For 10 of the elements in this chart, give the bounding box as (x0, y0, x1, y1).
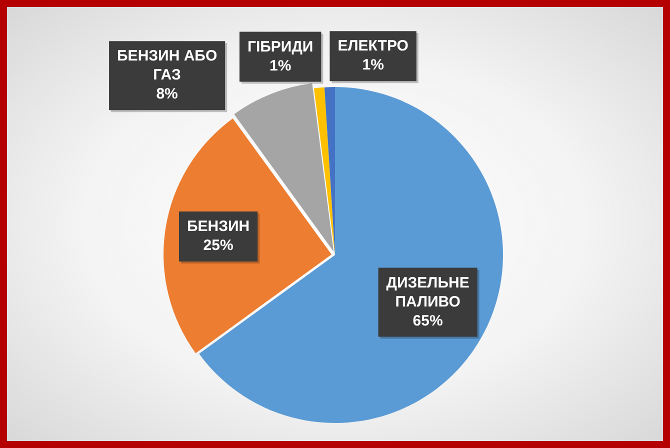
data-label: 25% (203, 237, 234, 254)
slice-label: ДИЗЕЛЬНЕ ПАЛИВО (386, 274, 470, 310)
data-label: 1% (362, 56, 384, 74)
slice-label: ГІБРИДИ (247, 38, 314, 56)
slice-label: БЕНЗИН (186, 218, 250, 236)
data-label: 1% (269, 57, 292, 74)
slice-label: БЕНЗИН АБО ГАЗ (117, 48, 218, 84)
data-label: 65% (412, 312, 443, 330)
data-label: 8% (156, 86, 178, 103)
slice-label: ЕЛЕКТРО (338, 38, 409, 55)
